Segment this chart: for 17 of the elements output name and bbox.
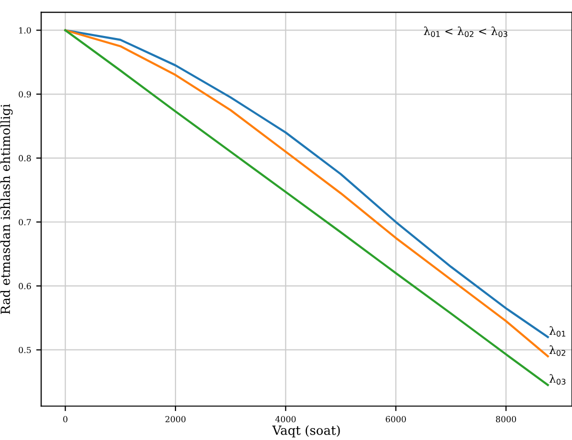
y-tick-label: 0.8: [18, 155, 31, 162]
x-tick-label: 8000: [496, 416, 516, 422]
x-tick-label: 2000: [165, 416, 186, 422]
annotation: λ$_{01}$ < λ$_{02}$ < λ$_{03}$: [424, 26, 508, 37]
x-tick-label: 6000: [386, 416, 406, 422]
series-label: λ$_{02}$: [549, 345, 566, 356]
x-tick-label: 0: [63, 416, 68, 422]
series-label: λ$_{03}$: [549, 374, 566, 385]
y-tick-label: 0.7: [18, 218, 31, 226]
y-tick-label: 0.9: [18, 91, 31, 98]
y-tick-label: 1.0: [19, 27, 31, 34]
y-tick-label: 0.5: [18, 346, 31, 354]
y-axis-title: Rad etmasdan ishlash ehtimolligi: [0, 104, 13, 314]
series-label: λ$_{01}$: [549, 326, 566, 337]
y-tick-label: 0.6: [18, 282, 31, 290]
x-axis-title: Vaqt (soat): [272, 425, 340, 438]
x-tick-label: 4000: [275, 416, 296, 422]
